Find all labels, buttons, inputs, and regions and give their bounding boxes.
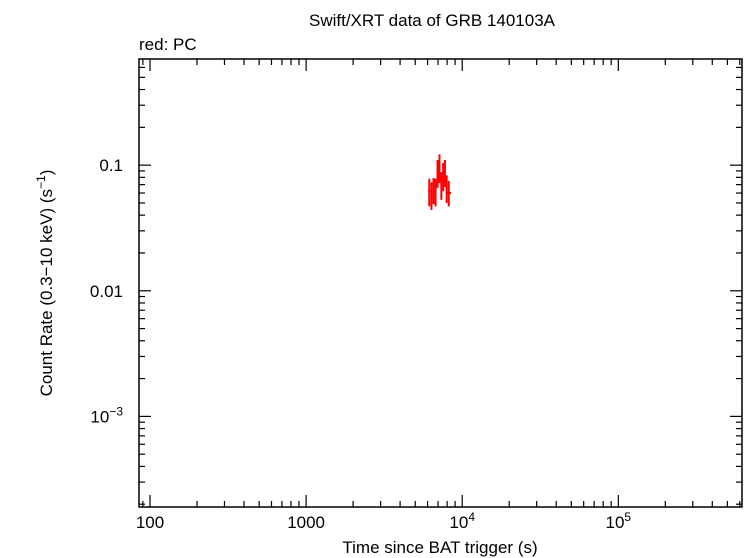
- y-tick-label: 10−3: [90, 404, 123, 426]
- x-tick-label-sup: 5: [624, 510, 631, 524]
- y-axis-label-end: ): [37, 170, 56, 176]
- y-tick-label-sup: −3: [109, 404, 123, 418]
- x-tick-label: 105: [606, 510, 632, 532]
- x-tick-label: 100: [136, 513, 164, 532]
- data-point: [428, 178, 431, 207]
- chart-title: Swift/XRT data of GRB 140103A: [309, 11, 556, 30]
- y-tick-label: 0.01: [90, 282, 123, 301]
- x-tick-label-base: 100: [136, 513, 164, 532]
- y-axis-label: Count Rate (0.3−10 keV) (s−1): [34, 170, 56, 397]
- data-point: [440, 172, 443, 200]
- x-tick-label-sup: 4: [468, 510, 475, 524]
- data-point: [445, 175, 448, 203]
- y-tick-label-base: 10: [90, 407, 109, 426]
- x-tick-label-base: 10: [449, 513, 468, 532]
- x-tick-label-base: 10: [606, 513, 625, 532]
- data-point: [432, 178, 435, 205]
- x-tick-label: 104: [449, 510, 475, 532]
- data-point: [442, 163, 445, 192]
- plot-frame: [138, 58, 743, 508]
- y-axis-label-main: Count Rate (0.3−10 keV) (s: [37, 189, 56, 396]
- y-minor-ticks: [139, 66, 742, 505]
- y-tick-label: 0.1: [99, 156, 123, 175]
- data-series: [428, 154, 452, 210]
- data-point: [436, 159, 439, 188]
- data-point: [443, 159, 446, 188]
- data-point: [438, 154, 441, 184]
- data-point: [430, 182, 433, 210]
- data-point: [434, 178, 437, 207]
- x-minor-ticks: [142, 59, 741, 507]
- x-axis-label: Time since BAT trigger (s): [342, 538, 537, 557]
- y-axis-label-sup: −1: [34, 175, 48, 189]
- y-tick-label-base: 0.1: [99, 156, 123, 175]
- x-tick-label: 1000: [287, 513, 325, 532]
- x-axis: 100 1000 104 105: [136, 510, 632, 532]
- x-tick-label-base: 1000: [287, 513, 325, 532]
- y-axis: 0.1 0.01 10−3: [90, 156, 123, 426]
- y-tick-label-base: 0.01: [90, 282, 123, 301]
- chart-subtitle: red: PC: [139, 35, 197, 54]
- data-point: [446, 180, 452, 207]
